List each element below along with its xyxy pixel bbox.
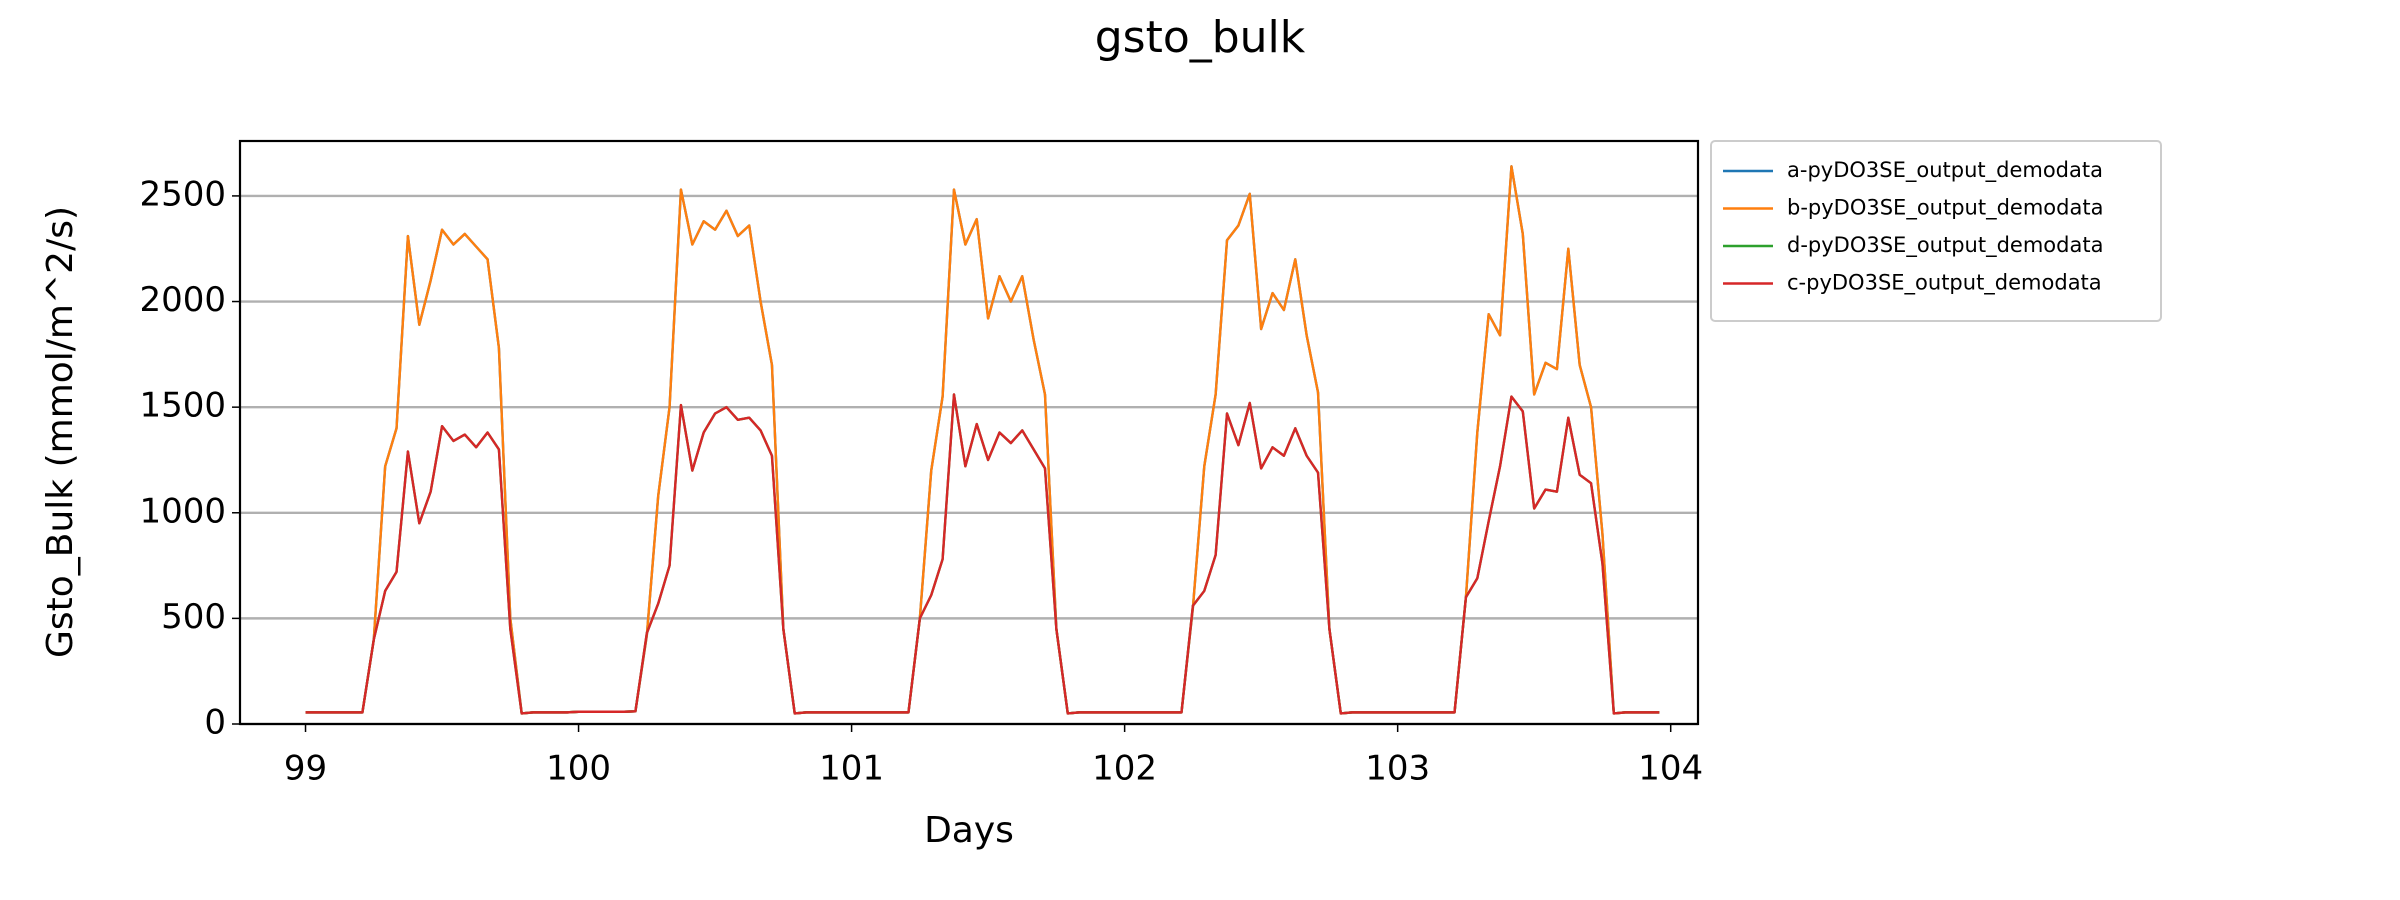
y-tick-label: 2000 [139,280,226,320]
y-tick-label: 500 [161,597,226,637]
y-axis-label: Gsto_Bulk (mmol/m^2/s) [40,206,81,658]
x-tick-label: 104 [1638,749,1703,789]
legend-box [1710,140,2162,322]
x-tick-label: 100 [546,749,611,789]
series-line [305,393,1660,715]
legend-label: c-pyDO3SE_output_demodata [1787,271,2102,296]
legend-label: d-pyDO3SE_output_demodata [1787,233,2103,258]
x-tick-label: 99 [284,749,327,789]
y-tick-label: 0 [204,703,226,743]
legend-label: a-pyDO3SE_output_demodata [1787,158,2103,183]
x-axis-label: Days [924,810,1014,851]
y-tick-label: 2500 [139,174,226,214]
x-tick-label: 101 [819,749,884,789]
chart-title: gsto_bulk [1095,12,1306,63]
x-tick-label: 102 [1092,749,1157,789]
legend-label: b-pyDO3SE_output_demodata [1787,196,2103,221]
y-tick-label: 1000 [139,491,226,531]
plot-frame [238,139,1700,726]
x-tick-label: 103 [1365,749,1430,789]
y-tick-label: 1500 [139,386,226,426]
